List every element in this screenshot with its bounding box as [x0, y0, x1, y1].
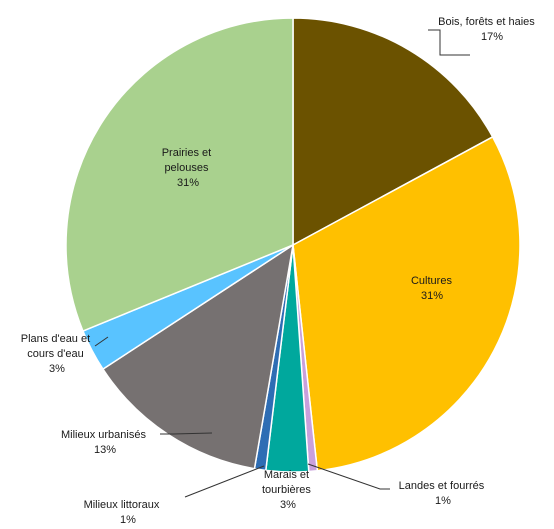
leader-line-4 — [94, 336, 109, 347]
slice-label-plans-eau: Plans d'eau et cours d'eau 3% — [21, 333, 93, 375]
pie-slice-0 — [292, 17, 494, 247]
slice-label-bois: Bois, forêts et haies 17% — [438, 16, 538, 43]
pie-slices — [65, 17, 521, 473]
slice-label-landes: Landes et fourrés 1% — [399, 480, 488, 507]
leader-lines — [94, 29, 470, 498]
leader-line-3 — [160, 432, 213, 435]
pie-slice-1 — [292, 135, 521, 472]
slice-label-urbanises: Milieux urbanisés 13% — [61, 429, 149, 456]
slice-label-littoraux: Milieux littoraux 1% — [84, 499, 163, 526]
leader-line-2 — [184, 465, 265, 498]
leader-line-0 — [428, 29, 470, 56]
pie-slice-5 — [101, 243, 295, 470]
slice-label-marais: Marais et tourbières 3% — [262, 469, 314, 511]
pie-slice-7 — [65, 17, 294, 333]
slice-label-prairies: Prairies et pelouses 31% — [162, 147, 215, 189]
leader-line-1 — [307, 463, 390, 490]
slice-label-cultures: Cultures 31% — [411, 275, 455, 302]
